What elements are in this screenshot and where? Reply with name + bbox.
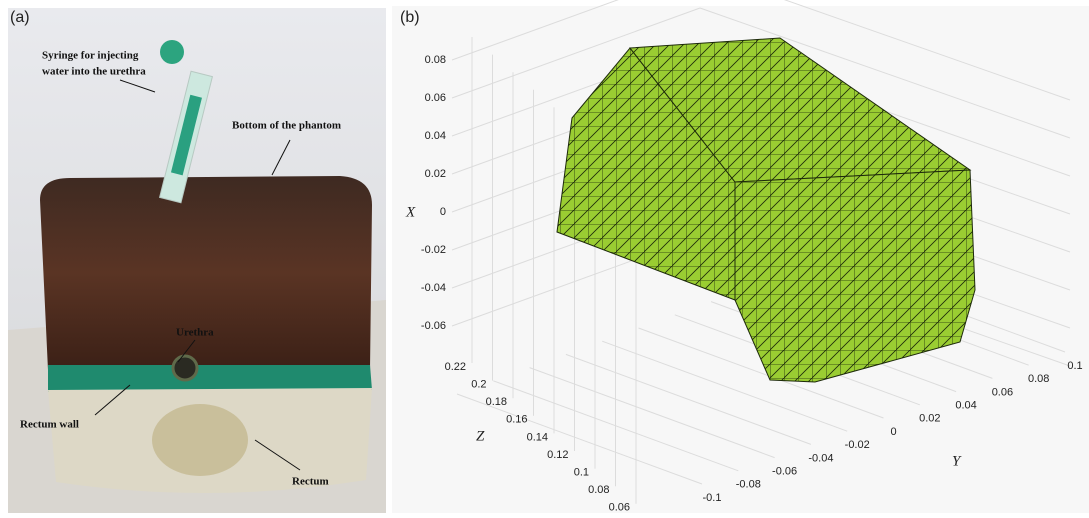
y-tick-label: 0.1 [1067, 360, 1082, 372]
x-tick-label: 0 [440, 206, 446, 218]
y-tick-label: -0.06 [772, 466, 797, 478]
annotation: Rectum [292, 476, 329, 488]
y-tick-label: -0.02 [845, 439, 870, 451]
z-tick-label: 0.16 [506, 414, 527, 426]
body: (a) Syringe for injecting water into the… [0, 0, 1089, 513]
panel-label: (b) [400, 9, 420, 26]
y-tick-label: -0.04 [808, 452, 833, 464]
z-tick-label: 0.2 [471, 379, 486, 391]
photo [8, 8, 386, 513]
x-tick-label: 0.08 [425, 54, 446, 66]
annotation: Bottom of the phantom [232, 120, 341, 132]
y-tick-label: 0 [890, 426, 896, 438]
z-tick-label: 0.14 [527, 431, 548, 443]
annotation: Urethra [176, 327, 214, 339]
y-tick-label: 0.02 [919, 413, 940, 425]
x-tick-label: -0.04 [421, 282, 446, 294]
z-tick-label: 0.22 [445, 361, 466, 373]
y-tick-label: 0.06 [992, 386, 1013, 398]
annotation: water into the urethra [42, 66, 146, 78]
annotation: Rectum wall [20, 419, 79, 431]
x-tick-label: -0.02 [421, 244, 446, 256]
page: {"panel_a": {"label": "(a)", "annotation… [0, 0, 1089, 513]
z-tick-label: 0.12 [547, 449, 568, 461]
y-tick-label: -0.1 [703, 492, 722, 504]
axis-label: X [405, 204, 416, 220]
z-tick-label: 0.18 [486, 396, 507, 408]
x-tick-label: -0.06 [421, 320, 446, 332]
z-tick-label: 0.06 [609, 502, 630, 513]
y-tick-label: -0.08 [736, 479, 761, 491]
y-tick-label: 0.04 [955, 400, 976, 412]
x-tick-label: 0.04 [425, 130, 446, 142]
y-tick-label: 0.08 [1028, 373, 1049, 385]
axis-label: Z [476, 428, 485, 444]
panel-label: (a) [10, 9, 30, 26]
z-tick-label: 0.08 [588, 484, 609, 496]
z-tick-label: 0.1 [574, 467, 589, 479]
x-tick-label: 0.06 [425, 92, 446, 104]
figure: (a) Syringe for injecting water into the… [0, 0, 1089, 513]
annotation: Syringe for injecting [42, 50, 139, 62]
x-tick-label: 0.02 [425, 168, 446, 180]
